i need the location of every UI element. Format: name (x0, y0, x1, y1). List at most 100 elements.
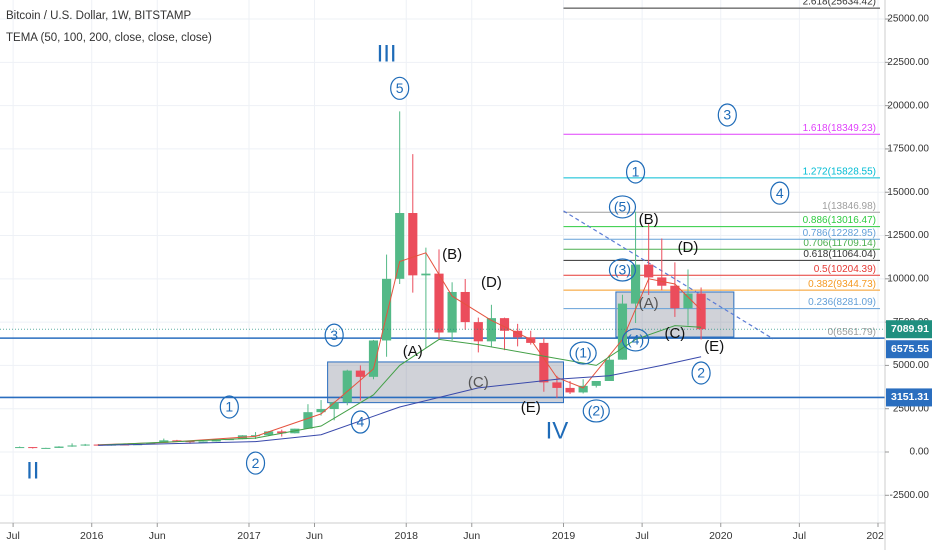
x-tick-label: 2019 (552, 530, 576, 542)
candle-body (277, 431, 287, 434)
x-tick-label: Jul (6, 530, 19, 542)
x-tick-label: Jun (463, 530, 480, 542)
y-tick-label: 17500.00 (887, 144, 929, 155)
chart-title: Bitcoin / U.S. Dollar, 1W, BITSTAMP (6, 10, 191, 22)
price-axis-bg (885, 0, 932, 550)
wave-label: 2 (697, 365, 705, 381)
fib-label: 1.272(15828.55) (803, 167, 876, 178)
wave-circle (350, 410, 370, 434)
wave-label: 3 (330, 327, 338, 343)
candle-body (591, 380, 601, 386)
x-tick-label: Jul (635, 530, 648, 542)
candle-body (460, 291, 470, 323)
candle-body (670, 285, 680, 309)
x-tick-label: 2017 (237, 530, 261, 542)
wave-label: (A) (639, 295, 659, 312)
candle-body (696, 293, 706, 330)
candle-body (565, 387, 575, 393)
wave-label: IV (546, 417, 569, 444)
candle-body (421, 273, 431, 276)
candle-body (683, 293, 693, 309)
candle-body (342, 370, 352, 403)
wave-label: 1 (225, 399, 233, 415)
fib-label: 0.5(10204.39) (814, 264, 876, 275)
wave-circle (621, 328, 650, 352)
candle-body (552, 382, 562, 388)
wave-label: (C) (664, 325, 685, 342)
candle-body (499, 318, 510, 331)
candle-body (408, 213, 418, 276)
candle-body (303, 412, 313, 429)
indicator-title: TEMA (50, 100, 200, close, close, close) (6, 32, 212, 44)
wave-label: (5) (614, 199, 631, 215)
candle-body (473, 322, 483, 342)
wave-label: 5 (396, 80, 404, 96)
candle-body (381, 278, 392, 341)
tema-line (98, 356, 702, 446)
candle-body (172, 440, 182, 442)
candle-body (434, 273, 444, 333)
candle-body (316, 409, 326, 413)
candle-body (513, 330, 523, 338)
wave-circle (608, 258, 637, 282)
wave-label: 2 (252, 455, 260, 471)
candle-body (54, 446, 64, 448)
wave-circle (608, 195, 637, 219)
price-tag-bg (886, 388, 932, 407)
fib-label: 0.886(13016.47) (803, 215, 876, 226)
y-tick-label: 10000.00 (887, 273, 929, 284)
fib-label: 0.786(12282.95) (803, 228, 876, 239)
plot-area: 0(6561.79) 0.236(8281.09) 0.382(9344.73) 0.… (0, 0, 890, 542)
candle-body (617, 303, 628, 360)
price-tag-bg (886, 340, 932, 359)
fib-label: 0.236(8281.09) (808, 297, 876, 308)
wave-label: (3) (614, 262, 631, 278)
candle-body (80, 444, 90, 446)
price-tag: 7089.91 (891, 323, 929, 335)
wave-label: (B) (442, 246, 462, 263)
candle-body (578, 385, 588, 393)
y-tick-label: 20000.00 (887, 100, 929, 111)
candle-body (185, 441, 195, 443)
price-axis: -2500.000.002500.005000.007500.0010000.0… (884, 0, 932, 550)
wave-label: (4) (627, 332, 644, 348)
price-tag: 3151.31 (891, 391, 929, 403)
y-tick-label: 12500.00 (887, 230, 929, 241)
wave-label: (C) (468, 374, 489, 391)
wave-label: (D) (678, 239, 699, 256)
candle-body (250, 435, 261, 437)
wave-label: (2) (588, 403, 605, 419)
x-tick-label: Jun (306, 530, 323, 542)
fib-label: 1.618(18349.23) (803, 123, 876, 134)
fib-label: 1(13846.98) (822, 201, 876, 212)
candle-body (368, 340, 379, 377)
candle-body (264, 431, 274, 436)
fib-label: 0(6561.79) (828, 327, 876, 338)
wave-circle (219, 395, 239, 419)
wave-circle (625, 160, 646, 184)
fib-label: 0.706(11709.14) (803, 238, 876, 249)
x-tick-label: 2021 (866, 530, 890, 542)
x-tick-label: 2016 (80, 530, 104, 542)
wave-circle (324, 323, 344, 347)
x-tick-label: Jul (793, 530, 806, 542)
y-tick-label: 5000.00 (893, 360, 930, 371)
price-tag-bg (886, 320, 932, 339)
wave-label: II (26, 457, 39, 484)
candle-body (41, 447, 51, 449)
wave-label: (D) (481, 274, 502, 291)
candle-body (146, 442, 156, 445)
wave-label: 3 (723, 107, 731, 123)
wave-label: (E) (521, 399, 541, 416)
wave-circle (717, 103, 737, 127)
candle-body (395, 213, 405, 279)
candle-body (211, 439, 221, 442)
wave-label: 1 (632, 164, 640, 180)
wave-circle (770, 181, 790, 205)
fib-label: 0.382(9344.73) (808, 279, 876, 290)
candle-body (67, 445, 77, 447)
candle-body (539, 342, 549, 383)
wave-label: (E) (704, 338, 724, 355)
wave-circle (569, 341, 597, 365)
y-tick-label: 25000.00 (887, 14, 929, 25)
